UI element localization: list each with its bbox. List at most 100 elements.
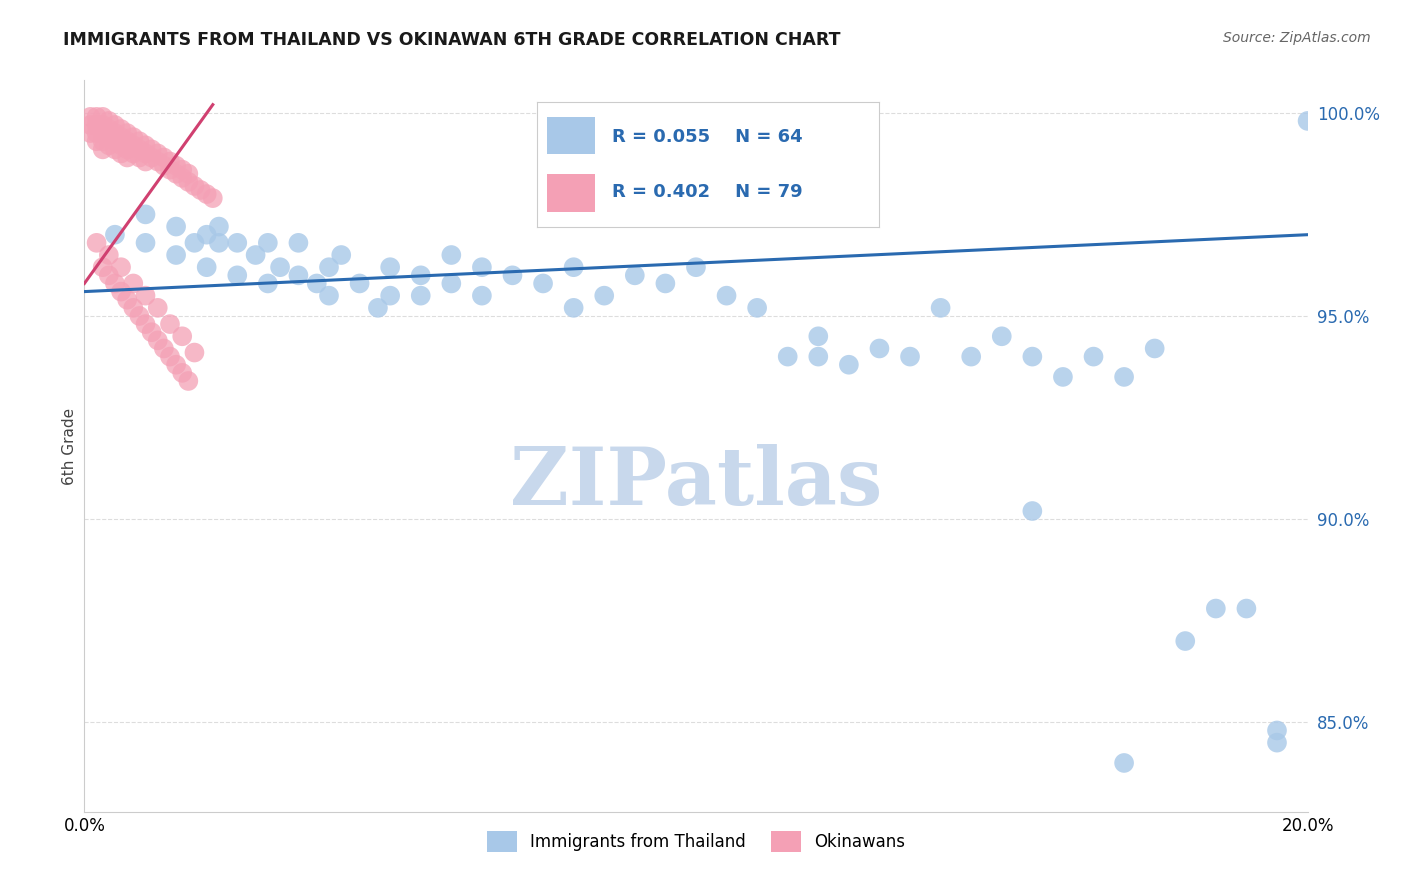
Point <box>141 142 163 156</box>
Point <box>91 142 114 156</box>
Point <box>165 358 187 372</box>
Point <box>807 329 830 343</box>
Point <box>79 118 101 132</box>
Point <box>195 260 218 275</box>
Point <box>135 154 157 169</box>
Point <box>208 235 231 250</box>
Point <box>183 345 205 359</box>
Point <box>128 134 150 148</box>
Point <box>195 187 218 202</box>
Point <box>97 122 120 136</box>
Legend: Immigrants from Thailand, Okinawans: Immigrants from Thailand, Okinawans <box>479 824 912 858</box>
Point <box>86 110 108 124</box>
Point <box>1052 370 1074 384</box>
Point <box>159 350 181 364</box>
Point <box>115 151 138 165</box>
Point <box>115 293 138 307</box>
Point <box>122 301 145 315</box>
Point <box>104 227 127 242</box>
Point <box>128 142 150 156</box>
Point <box>991 329 1014 343</box>
Point <box>1205 601 1227 615</box>
Point <box>380 288 402 302</box>
Point <box>97 138 120 153</box>
Point <box>1143 342 1166 356</box>
Point <box>562 260 585 275</box>
Point <box>122 146 145 161</box>
Point <box>172 170 194 185</box>
Point <box>104 142 127 156</box>
Point <box>110 130 132 145</box>
Point <box>898 350 921 364</box>
Text: ZIPatlas: ZIPatlas <box>510 443 882 522</box>
Point <box>91 134 114 148</box>
Point <box>269 260 291 275</box>
Point <box>135 288 157 302</box>
Point <box>502 268 524 283</box>
Point <box>122 277 145 291</box>
Point <box>135 138 157 153</box>
Point <box>409 288 432 302</box>
Point <box>104 126 127 140</box>
Point <box>110 260 132 275</box>
Point <box>226 268 249 283</box>
Point <box>165 248 187 262</box>
Point <box>367 301 389 315</box>
Point <box>86 118 108 132</box>
Point <box>195 227 218 242</box>
Point <box>1174 634 1197 648</box>
Text: Source: ZipAtlas.com: Source: ZipAtlas.com <box>1223 31 1371 45</box>
Point <box>146 154 169 169</box>
Point <box>177 175 200 189</box>
Point <box>177 167 200 181</box>
Point <box>146 301 169 315</box>
Point <box>318 288 340 302</box>
Point <box>208 219 231 234</box>
Point <box>79 110 101 124</box>
Point <box>159 317 181 331</box>
Point <box>716 288 738 302</box>
Point <box>110 138 132 153</box>
Point <box>747 301 769 315</box>
Point <box>685 260 707 275</box>
Point <box>287 235 309 250</box>
Point <box>1021 350 1043 364</box>
Point <box>97 114 120 128</box>
Point <box>141 151 163 165</box>
Point <box>122 130 145 145</box>
Point <box>79 126 101 140</box>
Point <box>183 178 205 193</box>
Point <box>104 134 127 148</box>
Point <box>257 235 280 250</box>
Point <box>776 350 799 364</box>
Point <box>104 118 127 132</box>
Point <box>440 277 463 291</box>
Point <box>91 260 114 275</box>
Point <box>135 317 157 331</box>
Point <box>97 248 120 262</box>
Point <box>838 358 860 372</box>
Point <box>97 130 120 145</box>
Point <box>471 260 494 275</box>
Point <box>128 309 150 323</box>
Point <box>562 301 585 315</box>
Point <box>1114 756 1136 770</box>
Point <box>172 366 194 380</box>
Point <box>91 110 114 124</box>
Text: IMMIGRANTS FROM THAILAND VS OKINAWAN 6TH GRADE CORRELATION CHART: IMMIGRANTS FROM THAILAND VS OKINAWAN 6TH… <box>63 31 841 49</box>
Point <box>440 248 463 262</box>
Point <box>190 183 212 197</box>
Point <box>1265 736 1288 750</box>
Point <box>1265 723 1288 738</box>
Point <box>91 118 114 132</box>
Point <box>409 268 432 283</box>
Y-axis label: 6th Grade: 6th Grade <box>62 408 77 484</box>
Point <box>172 329 194 343</box>
Point <box>115 134 138 148</box>
Point <box>122 138 145 153</box>
Point <box>86 126 108 140</box>
Point <box>115 126 138 140</box>
Point <box>349 277 371 291</box>
Point <box>153 342 176 356</box>
Point <box>471 288 494 302</box>
